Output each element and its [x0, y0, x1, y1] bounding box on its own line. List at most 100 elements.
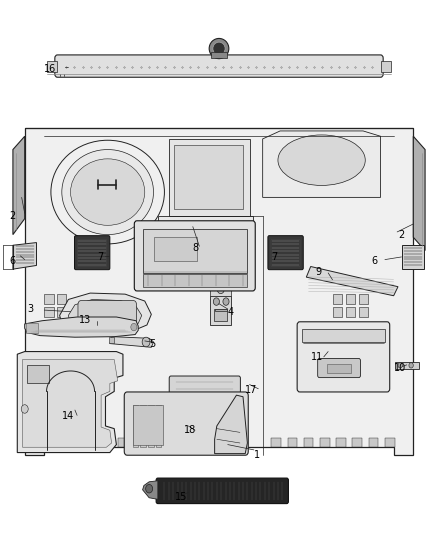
- Polygon shape: [22, 360, 118, 447]
- FancyBboxPatch shape: [55, 55, 383, 77]
- Bar: [148, 405, 153, 447]
- Circle shape: [146, 484, 152, 493]
- Bar: [44, 321, 54, 330]
- Polygon shape: [25, 317, 138, 337]
- FancyBboxPatch shape: [156, 478, 288, 504]
- Bar: [102, 438, 111, 447]
- Bar: [133, 405, 138, 447]
- Bar: [210, 296, 231, 325]
- Text: 2: 2: [398, 230, 404, 240]
- Bar: [210, 282, 231, 296]
- Polygon shape: [68, 300, 142, 330]
- Polygon shape: [215, 309, 227, 311]
- Bar: [134, 438, 144, 447]
- Text: 17: 17: [245, 385, 258, 395]
- FancyBboxPatch shape: [124, 392, 248, 455]
- Text: 13: 13: [79, 314, 92, 325]
- FancyBboxPatch shape: [74, 236, 110, 270]
- Text: 16: 16: [44, 64, 57, 74]
- Bar: [85, 438, 95, 447]
- Bar: [27, 365, 49, 383]
- Bar: [332, 308, 342, 317]
- Bar: [272, 438, 281, 447]
- Text: 14: 14: [62, 411, 74, 422]
- Bar: [385, 438, 395, 447]
- Circle shape: [398, 363, 403, 368]
- Polygon shape: [215, 395, 247, 454]
- FancyBboxPatch shape: [268, 236, 303, 270]
- Polygon shape: [110, 337, 153, 348]
- Bar: [346, 308, 355, 317]
- Text: 7: 7: [97, 252, 103, 262]
- Text: 3: 3: [27, 304, 33, 314]
- Bar: [346, 294, 355, 304]
- Circle shape: [142, 337, 150, 347]
- Bar: [57, 308, 66, 317]
- Bar: [133, 405, 163, 445]
- Text: 4: 4: [228, 306, 234, 317]
- Text: 1: 1: [254, 450, 260, 460]
- Bar: [381, 61, 392, 72]
- Text: 6: 6: [372, 256, 378, 266]
- Circle shape: [131, 324, 137, 331]
- Bar: [44, 308, 54, 317]
- FancyBboxPatch shape: [169, 376, 240, 393]
- Bar: [304, 438, 314, 447]
- Bar: [158, 216, 253, 282]
- Polygon shape: [25, 128, 413, 455]
- Bar: [359, 294, 368, 304]
- Bar: [332, 294, 342, 304]
- Text: 15: 15: [175, 492, 188, 502]
- Bar: [320, 438, 330, 447]
- Ellipse shape: [51, 140, 164, 244]
- Circle shape: [217, 285, 224, 294]
- Bar: [143, 274, 247, 287]
- Bar: [156, 405, 161, 447]
- Text: 8: 8: [193, 243, 199, 253]
- Bar: [46, 61, 57, 72]
- Ellipse shape: [209, 38, 229, 59]
- Text: 7: 7: [272, 252, 278, 262]
- Bar: [369, 438, 378, 447]
- Bar: [57, 294, 66, 304]
- Text: 5: 5: [149, 338, 155, 349]
- Circle shape: [409, 363, 413, 368]
- Bar: [164, 222, 247, 276]
- Bar: [69, 438, 79, 447]
- Polygon shape: [402, 245, 424, 269]
- Polygon shape: [263, 131, 381, 197]
- Ellipse shape: [71, 159, 145, 225]
- Bar: [109, 337, 114, 343]
- Circle shape: [223, 298, 229, 305]
- Bar: [53, 438, 63, 447]
- Bar: [302, 329, 385, 342]
- Bar: [166, 438, 176, 447]
- Bar: [395, 362, 419, 368]
- Text: 18: 18: [184, 425, 196, 435]
- Bar: [211, 52, 227, 58]
- Text: 10: 10: [394, 362, 406, 373]
- FancyBboxPatch shape: [318, 359, 360, 377]
- FancyBboxPatch shape: [134, 221, 255, 291]
- Circle shape: [213, 298, 219, 305]
- FancyBboxPatch shape: [78, 301, 137, 330]
- Polygon shape: [13, 243, 36, 269]
- Polygon shape: [60, 293, 151, 334]
- Bar: [288, 438, 297, 447]
- Bar: [353, 438, 362, 447]
- Text: 11: 11: [311, 352, 323, 362]
- Bar: [174, 146, 244, 209]
- FancyBboxPatch shape: [297, 322, 390, 392]
- Bar: [143, 229, 247, 273]
- Bar: [44, 294, 54, 304]
- Bar: [118, 438, 127, 447]
- Bar: [359, 308, 368, 317]
- Bar: [153, 237, 197, 261]
- Polygon shape: [306, 266, 398, 296]
- Text: 2: 2: [10, 211, 16, 221]
- Bar: [169, 139, 250, 216]
- Ellipse shape: [62, 150, 153, 235]
- Bar: [141, 405, 146, 447]
- Polygon shape: [413, 136, 425, 251]
- Ellipse shape: [278, 135, 365, 185]
